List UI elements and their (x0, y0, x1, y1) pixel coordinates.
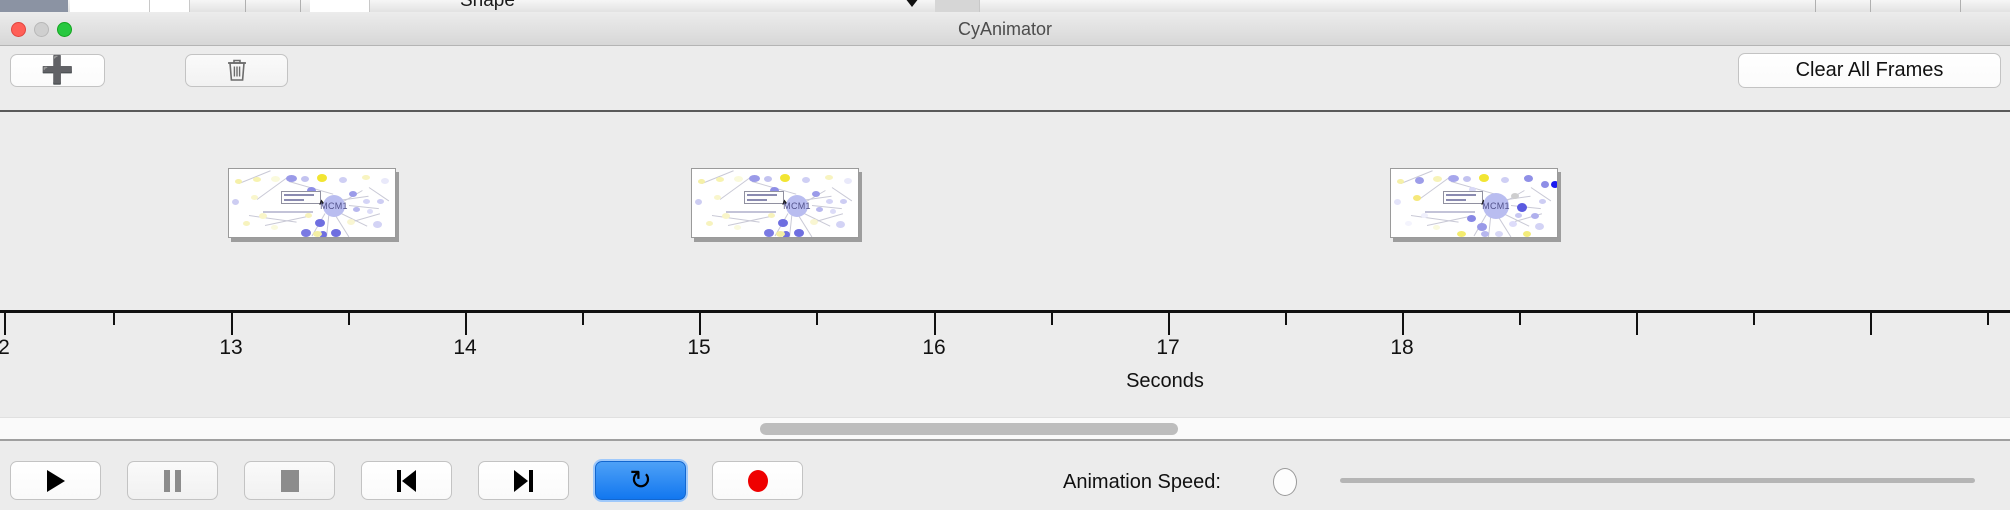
timeline-scrollbar-track[interactable] (0, 417, 2010, 439)
axis-tick-major (231, 313, 233, 335)
toolbar-separator (0, 110, 2010, 112)
axis-tick-label: 16 (922, 336, 946, 359)
animation-speed-slider-thumb[interactable] (1273, 468, 1297, 496)
skip-start-button[interactable] (361, 461, 452, 500)
zoom-button[interactable] (57, 22, 72, 37)
window-title: CyAnimator (957, 19, 1053, 39)
axis-tick-major (1168, 313, 1170, 335)
record-button[interactable] (712, 461, 803, 500)
axis-tick-minor (1051, 313, 1053, 325)
background-tab (935, 0, 980, 12)
background-divider (1815, 0, 1816, 12)
play-button[interactable] (10, 461, 101, 500)
background-caret-icon (905, 0, 919, 7)
network-thumbnail: MCM1 (229, 169, 395, 237)
background-divider (300, 0, 301, 12)
axis-title: Seconds (0, 370, 2010, 393)
traffic-lights (11, 22, 72, 37)
background-tab (310, 0, 370, 12)
record-icon (747, 469, 768, 492)
plus-icon: ➕ (40, 55, 75, 86)
hub-node-label: MCM1 (1482, 193, 1510, 219)
toolbar: ➕ Clear All Frames (0, 46, 2010, 91)
axis-tick-major (934, 313, 936, 335)
axis-tick-major (1636, 313, 1638, 335)
axis-tick-major (699, 313, 701, 335)
axis-tick-major (4, 313, 6, 335)
pause-button[interactable] (127, 461, 218, 500)
timeline-frame-thumbnail[interactable]: MCM1 (228, 168, 396, 238)
skip-end-button[interactable] (478, 461, 569, 500)
axis-tick-major (465, 313, 467, 335)
timeline-axis (0, 310, 2010, 313)
stop-icon (280, 469, 299, 492)
background-divider (1960, 0, 1961, 12)
axis-tick-minor (348, 313, 350, 325)
background-tab (150, 0, 190, 12)
pause-icon (164, 469, 181, 492)
timeline-panel[interactable]: MCM1 (0, 112, 2010, 417)
stop-button[interactable] (244, 461, 335, 500)
play-icon (46, 469, 65, 492)
axis-tick-minor (582, 313, 584, 325)
timeline-scrollbar-thumb[interactable] (760, 423, 1178, 435)
axis-tick-minor (1285, 313, 1287, 325)
minimize-button[interactable] (34, 22, 49, 37)
axis-title-label: Seconds (1126, 370, 1204, 392)
axis-tick-label: 2 (0, 336, 10, 359)
background-tab (70, 0, 150, 12)
animation-speed-slider-track[interactable] (1340, 478, 1975, 483)
close-button[interactable] (11, 22, 26, 37)
trash-icon (227, 59, 246, 81)
loop-button[interactable]: ↻ (595, 461, 686, 500)
clear-all-frames-button[interactable]: Clear All Frames (1738, 53, 2001, 88)
axis-tick-major (1402, 313, 1404, 335)
background-window-titlebar (0, 0, 68, 12)
axis-tick-label: 17 (1156, 336, 1180, 359)
hub-node-label: MCM1 (783, 195, 811, 217)
axis-tick-minor (1987, 313, 1989, 325)
axis-tick-minor (816, 313, 818, 325)
axis-tick-major (1870, 313, 1872, 335)
axis-tick-label: 13 (219, 336, 243, 359)
title-bar: CyAnimator (0, 12, 2010, 46)
network-thumbnail: MCM1 (1391, 169, 1557, 237)
loop-icon: ↻ (629, 465, 652, 496)
axis-tick-label: 15 (687, 336, 711, 359)
axis-tick-label: 18 (1390, 336, 1414, 359)
axis-tick-minor (1519, 313, 1521, 325)
background-divider (1870, 0, 1871, 12)
background-window-label: Shape (460, 0, 515, 11)
axis-tick-minor (1753, 313, 1755, 325)
hub-node-label: MCM1 (320, 195, 348, 217)
timeline-frame-thumbnail[interactable]: MCM1 (691, 168, 859, 238)
axis-tick-label: 14 (453, 336, 477, 359)
background-window-strip: Shape (0, 0, 2010, 12)
playback-control-bar: ↻ Animation Speed: (0, 439, 2010, 510)
delete-frame-button[interactable] (185, 54, 288, 87)
network-thumbnail: MCM1 (692, 169, 858, 237)
axis-tick-minor (113, 313, 115, 325)
add-frame-button[interactable]: ➕ (10, 54, 105, 87)
skip-back-icon (397, 469, 416, 492)
clear-all-frames-label: Clear All Frames (1795, 59, 1944, 81)
background-divider (245, 0, 246, 12)
animation-speed-label: Animation Speed: (1063, 471, 1221, 493)
timeline-frame-thumbnail[interactable]: MCM1 (1390, 168, 1558, 238)
skip-forward-icon (514, 469, 533, 492)
